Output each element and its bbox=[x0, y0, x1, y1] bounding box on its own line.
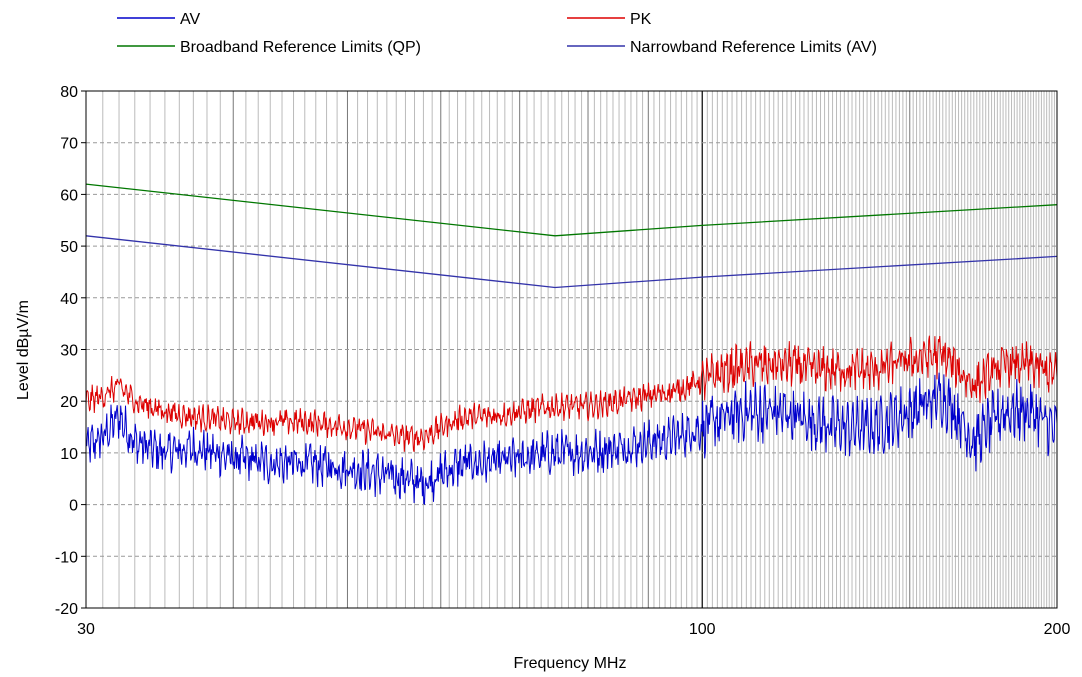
series-line-narrowband-reference-limits-av bbox=[85, 235, 1058, 289]
y-tick-label: 70 bbox=[60, 136, 78, 153]
legend-label-av: AV bbox=[180, 11, 200, 28]
y-tick-label: 0 bbox=[69, 498, 78, 515]
legend-label-pk: PK bbox=[630, 11, 652, 28]
y-tick-label: 10 bbox=[60, 446, 78, 463]
y-tick-label: -20 bbox=[55, 601, 78, 618]
x-tick-label: 200 bbox=[1044, 621, 1071, 638]
legend-label-broadband-limit: Broadband Reference Limits (QP) bbox=[180, 39, 421, 56]
y-tick-label: 40 bbox=[60, 291, 78, 308]
x-tick-label: 30 bbox=[77, 621, 95, 638]
y-tick-label: 50 bbox=[60, 239, 78, 256]
legend-label-narrowband-limit: Narrowband Reference Limits (AV) bbox=[630, 39, 877, 56]
x-tick-label: 100 bbox=[689, 621, 716, 638]
legend: AV PK Broadband Reference Limits (QP) Na… bbox=[117, 11, 877, 56]
legend-item-narrowband-limit: Narrowband Reference Limits (AV) bbox=[567, 39, 877, 56]
series-layer bbox=[85, 183, 1058, 506]
y-tick-label: 60 bbox=[60, 187, 78, 204]
y-tick-label: 80 bbox=[60, 84, 78, 101]
y-axis-title: Level dBµV/m bbox=[15, 300, 32, 400]
series-line-broadband-reference-limits-qp bbox=[85, 183, 1058, 237]
x-axis-ticks: 30 100 200 bbox=[77, 621, 1070, 638]
legend-item-av: AV bbox=[117, 11, 200, 28]
grid bbox=[86, 91, 1057, 608]
legend-item-pk: PK bbox=[567, 11, 652, 28]
plot-frame bbox=[85, 90, 1058, 609]
series-line-pk bbox=[85, 335, 1058, 452]
x-axis-title: Frequency MHz bbox=[514, 655, 627, 672]
y-tick-label: -10 bbox=[55, 549, 78, 566]
y-tick-label: 20 bbox=[60, 394, 78, 411]
legend-item-broadband-limit: Broadband Reference Limits (QP) bbox=[117, 39, 421, 56]
series-line-av bbox=[85, 372, 1058, 506]
y-axis-ticks: 80 70 60 50 40 30 20 10 0 -10 -20 bbox=[55, 84, 86, 618]
y-tick-label: 30 bbox=[60, 343, 78, 360]
